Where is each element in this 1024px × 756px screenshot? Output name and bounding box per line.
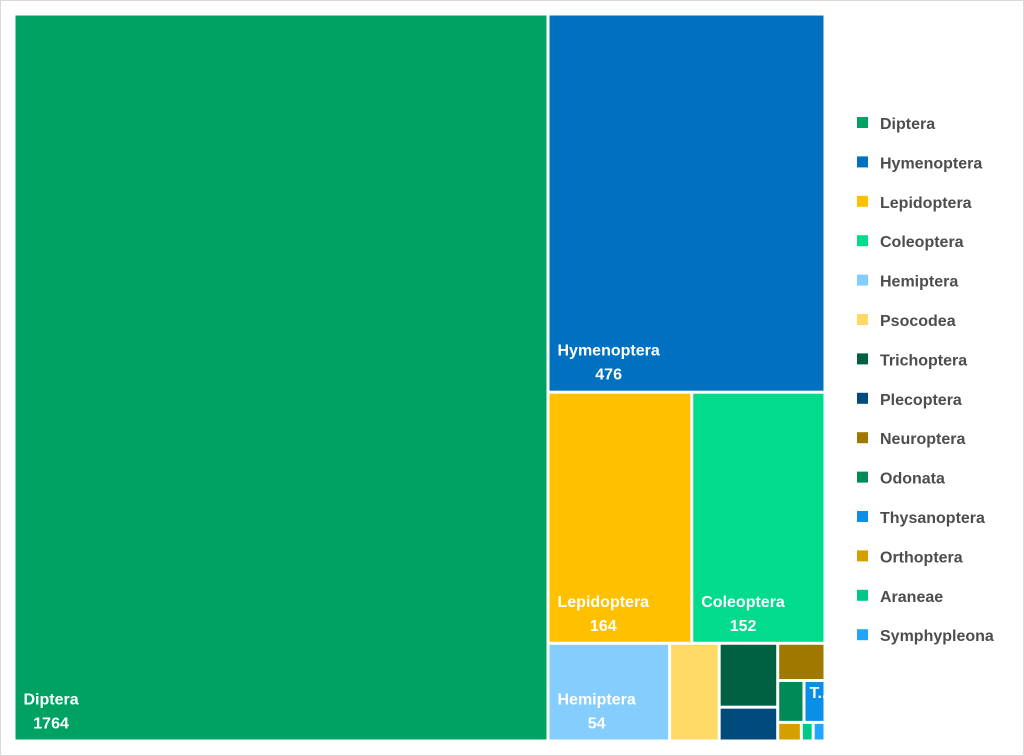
legend: Diptera Hymenoptera Lepidoptera Coleoptera H… — [857, 116, 994, 645]
cell-value-hymenoptera: 476 — [595, 367, 622, 384]
treemap-cell-hymenoptera — [549, 15, 824, 391]
legend-swatch-trichoptera — [857, 353, 868, 365]
cell-value-diptera: 1764 — [33, 716, 69, 733]
legend-label-orthoptera: Orthoptera — [880, 549, 963, 566]
legend-label-hemiptera: Hemiptera — [880, 274, 958, 291]
treemap-cell-diptera — [15, 15, 547, 740]
legend-swatch-hymenoptera — [857, 156, 868, 168]
legend-swatch-diptera — [857, 117, 868, 128]
cell-value-coleoptera: 152 — [730, 618, 757, 635]
treemap-cell-psocodea — [671, 644, 718, 740]
cell-label-hemiptera: Hemiptera — [558, 692, 636, 709]
legend-swatch-neuroptera — [857, 432, 868, 444]
treemap-cell-coleoptera — [693, 393, 824, 642]
treemap-labels: Diptera 1764 Hymenoptera 476 Lepidoptera 164 C… — [24, 343, 831, 733]
treemap-cell-trichoptera — [720, 644, 777, 706]
treemap-cell-symphypleona — [814, 723, 824, 740]
cell-label-hymenoptera: Hymenoptera — [558, 343, 660, 360]
legend-swatch-coleoptera — [857, 235, 868, 247]
treemap-cells — [15, 15, 824, 740]
treemap-cell-neuroptera — [779, 644, 824, 680]
legend-swatch-plecoptera — [857, 392, 868, 404]
cell-label-thysanoptera: T... — [809, 685, 830, 702]
treemap-cell-lepidoptera — [549, 393, 691, 642]
cell-label-coleoptera: Coleoptera — [701, 594, 785, 611]
legend-swatch-hemiptera — [857, 274, 868, 286]
legend-swatch-symphypleona — [857, 629, 868, 641]
legend-label-diptera: Diptera — [880, 116, 935, 133]
legend-label-symphypleona: Symphypleona — [880, 628, 994, 645]
treemap-cell-orthoptera — [779, 723, 800, 740]
legend-swatch-orthoptera — [857, 550, 868, 562]
legend-label-lepidoptera: Lepidoptera — [880, 195, 972, 212]
legend-swatch-odonata — [857, 471, 868, 483]
legend-label-odonata: Odonata — [880, 471, 945, 488]
treemap-cell-plecoptera — [720, 708, 777, 740]
cell-value-lepidoptera: 164 — [590, 618, 617, 635]
legend-label-neuroptera: Neuroptera — [880, 431, 965, 448]
legend-label-araneae: Araneae — [880, 589, 943, 606]
cell-label-diptera: Diptera — [24, 692, 79, 709]
treemap-cell-araneae — [802, 723, 812, 740]
legend-label-coleoptera: Coleoptera — [880, 234, 964, 251]
legend-swatch-araneae — [857, 589, 868, 601]
treemap-cell-thysanoptera — [805, 682, 824, 721]
treemap-cell-hemiptera — [549, 644, 669, 740]
legend-swatch-lepidoptera — [857, 195, 868, 207]
legend-label-trichoptera: Trichoptera — [880, 352, 967, 369]
treemap-cell-odonata — [779, 682, 803, 721]
legend-swatch-psocodea — [857, 314, 868, 325]
cell-value-hemiptera: 54 — [588, 716, 606, 733]
legend-label-plecoptera: Plecoptera — [880, 392, 962, 409]
legend-label-thysanoptera: Thysanoptera — [880, 510, 985, 527]
cell-label-lepidoptera: Lepidoptera — [558, 594, 650, 611]
legend-swatch-thysanoptera — [857, 511, 868, 522]
legend-label-hymenoptera: Hymenoptera — [880, 155, 982, 172]
legend-label-psocodea: Psocodea — [880, 313, 956, 330]
